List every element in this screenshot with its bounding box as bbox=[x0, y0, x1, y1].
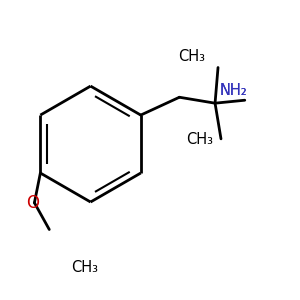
Text: CH₃: CH₃ bbox=[178, 49, 205, 64]
Text: O: O bbox=[26, 194, 39, 212]
Text: CH₃: CH₃ bbox=[71, 260, 98, 275]
Text: NH₂: NH₂ bbox=[220, 83, 248, 98]
Text: NH₂: NH₂ bbox=[220, 83, 248, 98]
Text: CH₃: CH₃ bbox=[186, 132, 213, 147]
